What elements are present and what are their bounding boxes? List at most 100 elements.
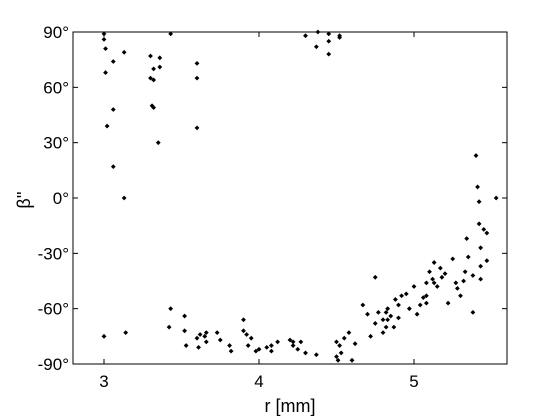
- data-point: [337, 33, 342, 39]
- y-axis: 90° 60° 30° 0° -30° -60° -90°: [38, 23, 507, 374]
- data-point: [420, 295, 426, 300]
- data-point: [103, 46, 108, 51]
- data-point: [352, 341, 358, 347]
- y-axis-label: β'': [14, 191, 34, 208]
- data-point: [303, 33, 308, 39]
- data-point: [290, 343, 296, 348]
- data-point: [295, 346, 301, 352]
- data-point: [269, 343, 274, 348]
- data-point: [183, 343, 189, 348]
- data-point: [148, 75, 153, 81]
- x-tick-label: 3: [99, 372, 108, 391]
- data-point: [148, 53, 153, 59]
- data-point: [476, 221, 482, 227]
- data-point: [481, 226, 487, 232]
- data-point: [406, 306, 412, 312]
- data-point: [151, 77, 156, 83]
- data-point: [399, 293, 404, 299]
- data-point: [484, 258, 490, 264]
- data-point: [315, 29, 321, 35]
- data-point: [380, 330, 386, 336]
- data-point: [182, 328, 187, 334]
- data-point: [334, 339, 339, 345]
- data-point: [476, 199, 482, 205]
- data-point: [101, 333, 107, 339]
- data-point: [303, 350, 308, 356]
- data-point: [385, 317, 391, 323]
- data-point: [338, 350, 344, 356]
- data-point: [493, 195, 499, 201]
- y-tick-label: 90°: [43, 23, 69, 42]
- data-point: [478, 263, 484, 269]
- data-point: [439, 274, 445, 280]
- data-point: [445, 300, 451, 306]
- y-tick-label: -90°: [38, 355, 69, 374]
- data-point: [388, 313, 394, 319]
- data-point: [248, 335, 254, 341]
- data-point: [437, 265, 443, 271]
- data-point: [194, 75, 200, 81]
- data-point: [197, 332, 203, 337]
- data-point: [475, 184, 480, 190]
- y-tick-label: -30°: [38, 244, 69, 263]
- data-point: [431, 280, 437, 286]
- data-point: [335, 357, 341, 363]
- data-point: [465, 254, 471, 260]
- data-point: [341, 335, 347, 341]
- data-point: [326, 51, 332, 57]
- data-point: [228, 348, 234, 354]
- data-point: [241, 328, 246, 334]
- data-point: [393, 297, 398, 302]
- data-point: [104, 123, 110, 129]
- data-point: [430, 276, 435, 282]
- data-point: [450, 256, 456, 262]
- data-point: [149, 103, 155, 109]
- data-point: [417, 302, 423, 308]
- data-point: [244, 332, 249, 337]
- data-point: [383, 309, 389, 315]
- data-point: [313, 352, 319, 358]
- data-point: [385, 306, 391, 312]
- data-point: [461, 278, 466, 284]
- data-point: [337, 343, 342, 348]
- data-point: [372, 274, 378, 280]
- data-point: [110, 59, 116, 64]
- data-point: [168, 306, 174, 312]
- data-points: [101, 29, 499, 363]
- data-point: [473, 153, 479, 158]
- data-point: [214, 330, 220, 336]
- x-tick-label: 4: [254, 372, 263, 391]
- data-point: [462, 269, 468, 275]
- data-point: [360, 302, 366, 308]
- data-point: [424, 300, 429, 306]
- data-point: [194, 335, 200, 341]
- data-point: [334, 354, 339, 360]
- data-point: [458, 293, 463, 299]
- data-point: [478, 276, 484, 282]
- data-point: [298, 339, 304, 345]
- data-point: [194, 125, 200, 131]
- data-point: [453, 280, 459, 286]
- data-point: [365, 311, 370, 317]
- data-point: [203, 339, 209, 345]
- data-point: [326, 38, 332, 44]
- data-point: [372, 321, 378, 326]
- data-point: [264, 345, 270, 350]
- plot-area-frame: [72, 31, 508, 365]
- data-point: [434, 284, 440, 289]
- data-point: [110, 164, 116, 170]
- data-point: [202, 333, 208, 339]
- x-tick-label: 5: [409, 372, 418, 391]
- data-point: [241, 317, 246, 323]
- y-tick-label: 60°: [43, 78, 69, 97]
- data-point: [313, 44, 319, 50]
- data-point: [168, 31, 174, 37]
- data-point: [424, 280, 429, 286]
- data-point: [121, 49, 127, 55]
- data-point: [217, 337, 223, 343]
- data-point: [383, 324, 389, 330]
- data-point: [103, 70, 108, 75]
- data-point: [121, 195, 127, 201]
- data-point: [442, 271, 448, 277]
- data-point: [287, 337, 293, 343]
